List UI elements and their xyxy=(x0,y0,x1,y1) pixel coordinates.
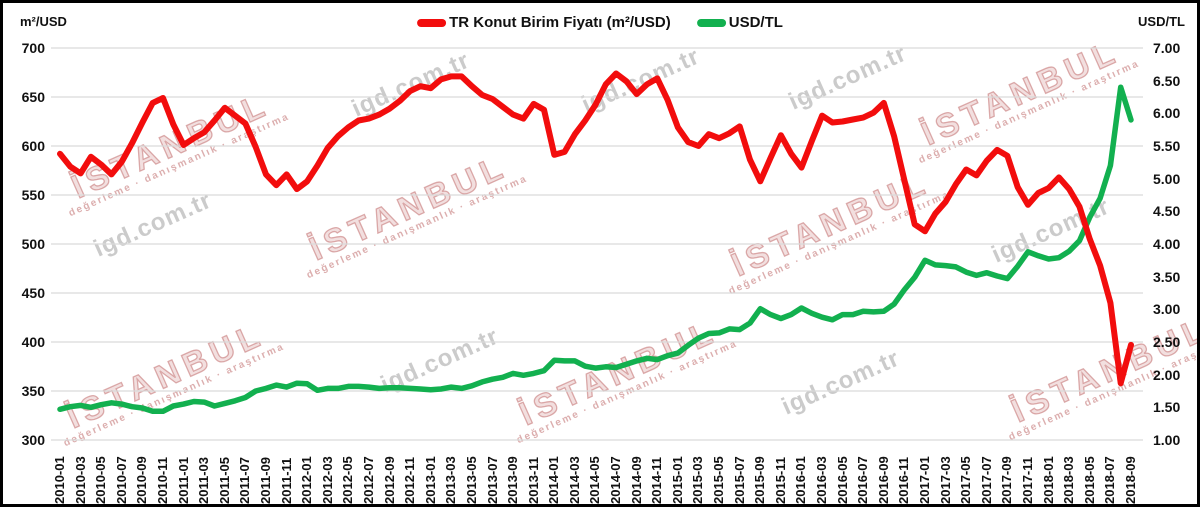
x-axis-tick: 2018-07 xyxy=(1102,456,1118,504)
x-axis-tick: 2013-01 xyxy=(422,456,438,504)
x-axis-tick: 2015-05 xyxy=(711,456,727,504)
x-axis-tick: 2018-09 xyxy=(1122,456,1138,504)
x-axis-tick: 2011-09 xyxy=(257,457,273,504)
right-axis-tick: 5.50 xyxy=(1153,138,1181,154)
right-axis-tick: 6.50 xyxy=(1153,72,1181,89)
legend-label-usdtl: USD/TL xyxy=(728,14,783,31)
x-axis-tick: 2016-07 xyxy=(855,456,871,504)
x-axis-tick: 2012-03 xyxy=(319,456,335,504)
right-axis-tick: 6.00 xyxy=(1153,105,1181,122)
left-axis-tick: 300 xyxy=(21,432,45,448)
x-axis-tick: 2010-05 xyxy=(93,456,109,504)
right-axis-tick: 3.50 xyxy=(1153,268,1181,285)
x-axis-tick: 2014-07 xyxy=(608,456,624,504)
right-axis-tick: 3.00 xyxy=(1153,301,1181,318)
x-axis-tick: 2014-03 xyxy=(566,456,582,504)
x-axis-tick: 2011-05 xyxy=(216,457,232,504)
legend-label-konut: TR Konut Birim Fiyatı (m²/USD) xyxy=(449,14,671,31)
x-axis-tick: 2018-05 xyxy=(1081,456,1097,504)
x-axis-tick: 2010-03 xyxy=(72,456,88,504)
x-axis-tick: 2015-07 xyxy=(731,456,747,504)
left-axis-tick: 500 xyxy=(21,236,45,252)
x-axis-tick: 2017-03 xyxy=(937,456,953,504)
right-axis-tick: 7.00 xyxy=(1153,40,1181,56)
x-axis-tick: 2018-03 xyxy=(1061,456,1077,504)
x-axis-tick: 2013-11 xyxy=(525,457,541,504)
x-axis-tick: 2010-09 xyxy=(134,456,150,504)
x-axis-tick: 2015-01 xyxy=(669,456,685,504)
left-axis-title: m²/USD xyxy=(20,14,67,29)
left-axis-tick: 350 xyxy=(21,383,45,399)
chart-plot-area xyxy=(51,47,1143,441)
x-axis-tick: 2011-11 xyxy=(278,457,294,504)
konut-price-series-line xyxy=(57,70,1134,387)
x-axis-tick: 2013-07 xyxy=(484,456,500,504)
red-line-swatch xyxy=(417,18,447,27)
green-line-swatch xyxy=(696,18,726,27)
left-axis-tick: 450 xyxy=(21,285,45,301)
x-axis-tick: 2011-03 xyxy=(196,457,212,504)
x-axis-tick: 2012-09 xyxy=(381,456,397,504)
x-axis-tick: 2015-03 xyxy=(690,456,706,504)
x-axis-tick: 2012-01 xyxy=(299,456,315,504)
right-axis-tick: 2.00 xyxy=(1153,366,1181,383)
left-axis-tick: 400 xyxy=(21,334,45,350)
x-axis-tick: 2015-11 xyxy=(772,457,788,504)
legend-item-konut: TR Konut Birim Fiyatı (m²/USD) xyxy=(417,14,671,31)
right-axis-tick: 1.00 xyxy=(1153,432,1181,448)
right-axis-tick: 2.50 xyxy=(1153,334,1181,350)
x-axis-tick: 2011-01 xyxy=(175,457,191,504)
x-axis-tick: 2013-05 xyxy=(463,456,479,504)
x-axis-tick: 2016-09 xyxy=(875,456,891,504)
x-axis-tick: 2017-05 xyxy=(958,456,974,504)
x-axis-tick: 2012-11 xyxy=(402,457,418,504)
x-axis-tick: 2014-09 xyxy=(628,456,644,504)
x-axis-tick: 2015-09 xyxy=(752,456,768,504)
x-axis-tick: 2018-01 xyxy=(1040,456,1056,504)
x-axis-tick: 2016-01 xyxy=(793,456,809,504)
x-axis-tick: 2016-03 xyxy=(814,456,830,504)
x-axis-tick: 2013-09 xyxy=(505,456,521,504)
right-axis-tick: 4.00 xyxy=(1153,236,1181,252)
x-axis-tick: 2014-01 xyxy=(546,456,562,504)
right-axis-tick: 1.50 xyxy=(1153,399,1181,416)
left-axis-tick: 600 xyxy=(21,138,45,154)
x-axis-tick: 2017-11 xyxy=(1020,457,1035,504)
x-axis-tick: 2010-11 xyxy=(154,457,170,504)
x-axis-tick: 2017-01 xyxy=(917,456,933,504)
x-axis-tick: 2012-05 xyxy=(340,456,356,504)
left-axis-tick: 700 xyxy=(21,40,45,56)
x-axis-tick: 2010-07 xyxy=(113,456,129,504)
x-axis-tick: 2013-03 xyxy=(443,456,459,504)
x-axis-tick: 2016-05 xyxy=(834,456,850,504)
x-axis-tick: 2011-07 xyxy=(237,457,253,504)
right-axis-tick: 5.00 xyxy=(1153,170,1181,187)
chart-legend: TR Konut Birim Fiyatı (m²/USD) USD/TL xyxy=(417,14,783,31)
x-axis-tick: 2017-07 xyxy=(978,456,994,504)
usdtl-series-line xyxy=(57,84,1134,415)
x-axis-tick: 2012-07 xyxy=(360,456,376,504)
x-axis-tick: 2016-11 xyxy=(896,457,912,504)
legend-item-usdtl: USD/TL xyxy=(696,14,783,31)
x-axis-tick: 2014-11 xyxy=(649,457,665,504)
x-axis-tick: 2010-01 xyxy=(52,456,67,504)
x-axis-tick: 2014-05 xyxy=(587,456,603,504)
left-axis-tick: 650 xyxy=(21,89,45,105)
right-axis-title: USD/TL xyxy=(1138,14,1185,29)
left-axis-tick: 550 xyxy=(21,187,45,203)
right-axis-tick: 4.50 xyxy=(1153,203,1181,220)
x-axis-tick: 2017-09 xyxy=(999,456,1015,504)
